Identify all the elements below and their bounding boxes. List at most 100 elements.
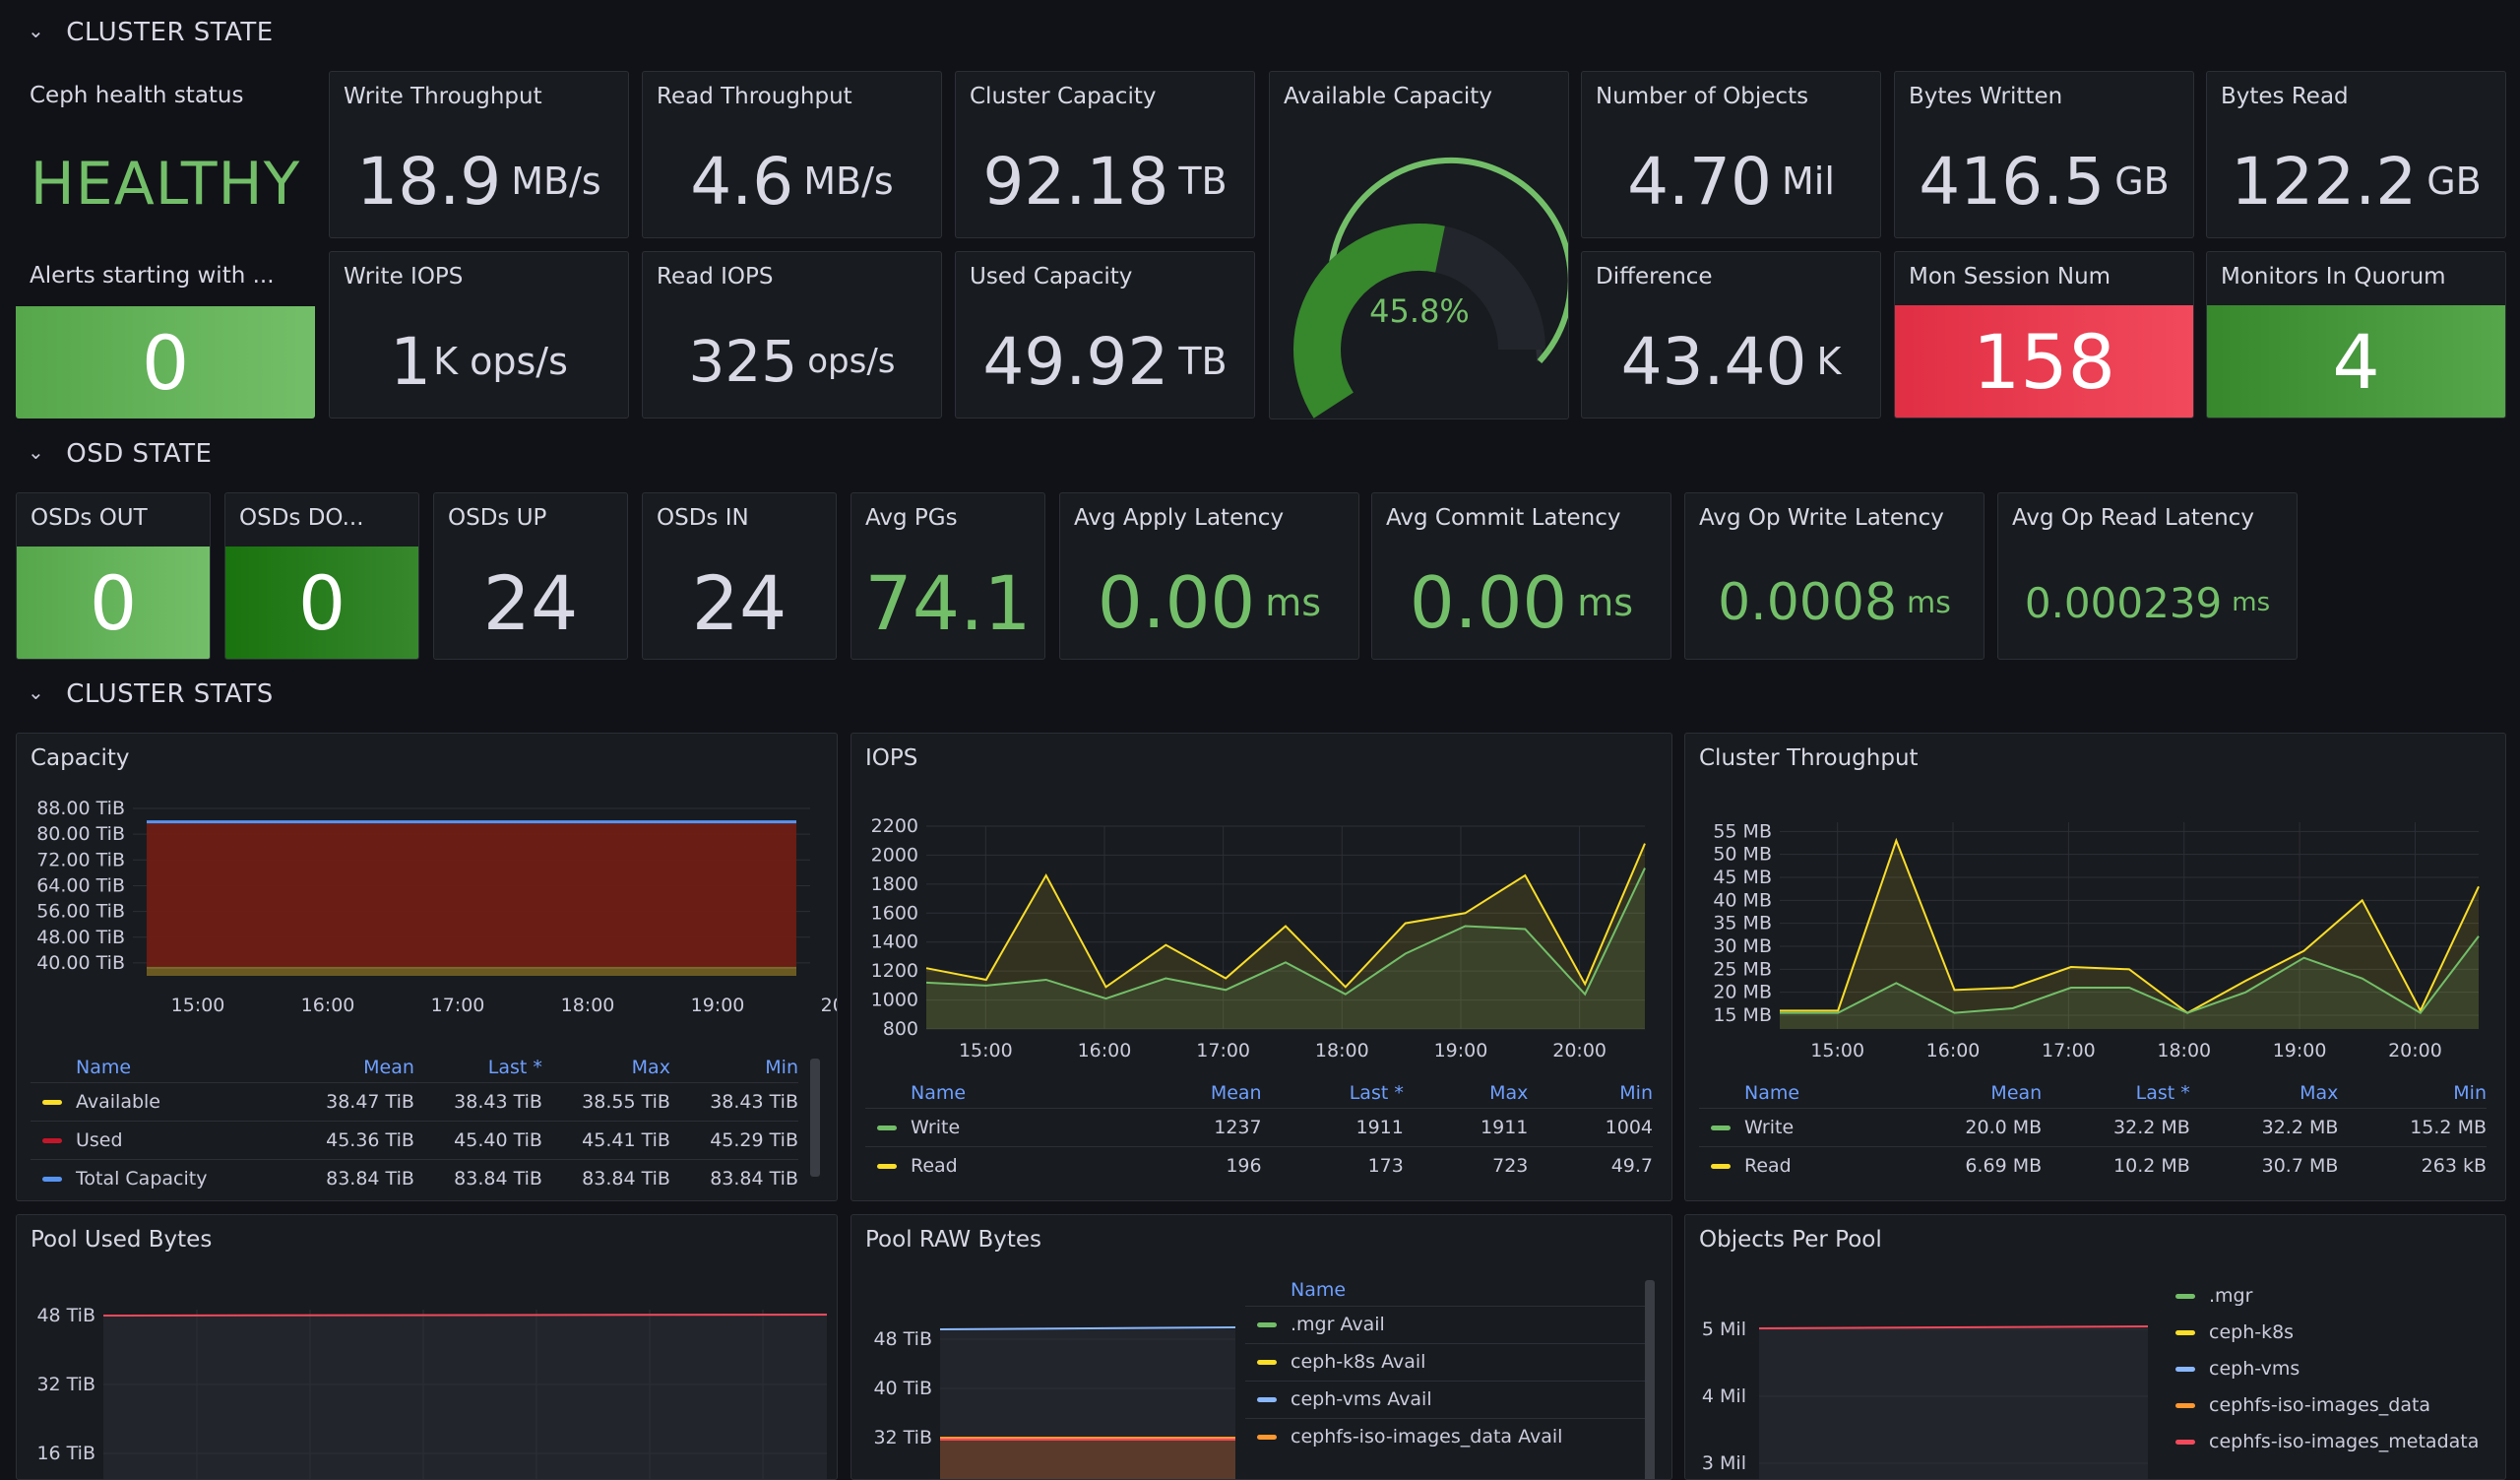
pool-raw-chart[interactable]: 48 TiB 40 TiB 32 TiB [851, 1270, 1245, 1480]
legend-header-max[interactable]: Max [2300, 1082, 2339, 1104]
legend-header-mean[interactable]: Mean [363, 1057, 414, 1078]
apply-latency-panel[interactable]: Avg Apply Latency 0.00 ms [1059, 492, 1359, 660]
row-title-label: CLUSTER STATS [66, 679, 274, 709]
commit-latency-panel[interactable]: Avg Commit Latency 0.00 ms [1371, 492, 1671, 660]
y-tick-label: 1000 [871, 990, 918, 1011]
legend-header-mean[interactable]: Mean [1990, 1082, 2043, 1104]
legend-row[interactable]: Read 6.69 MB 10.2 MB 30.7 MB 263 kB [1699, 1146, 2487, 1185]
legend-item[interactable]: ceph-k8s [2164, 1315, 2498, 1351]
legend-header-min[interactable]: Min [765, 1057, 798, 1078]
legend-value: 6.69 MB [1893, 1146, 2043, 1185]
panel-title: Available Capacity [1284, 84, 1492, 109]
y-tick-label: 35 MB [1713, 913, 1772, 934]
stat-value: 0.0008 ms [1718, 573, 1951, 632]
legend-item[interactable]: ceph-vms Avail [1245, 1381, 1649, 1418]
legend-row[interactable]: Write 20.0 MB 32.2 MB 32.2 MB 15.2 MB [1699, 1108, 2487, 1147]
health-status-panel[interactable]: Ceph health status HEALTHY [16, 71, 315, 238]
legend-swatch [877, 1164, 897, 1169]
quorum-panel[interactable]: Monitors In Quorum 4 [2206, 251, 2506, 418]
throughput-chart-panel[interactable]: Cluster Throughput 15 MB 20 MB 25 MB 30 MB 3… [1684, 733, 2506, 1201]
row-osd-state[interactable]: ⌄ OSD STATE [28, 439, 212, 469]
osds-in-panel[interactable]: OSDs IN 24 [642, 492, 837, 660]
capacity-chart-panel[interactable]: Capacity 40.00 TiB 48.00 TiB 56.00 TiB 64.0… [16, 733, 838, 1201]
legend-header-max[interactable]: Max [1489, 1082, 1529, 1104]
legend-header-last[interactable]: Last * [487, 1057, 542, 1078]
legend-header-name[interactable]: Name [1744, 1082, 1800, 1104]
svg-text:40 TiB: 40 TiB [873, 1378, 932, 1399]
row-title-label: CLUSTER STATE [66, 18, 274, 47]
stat-value: 122.2 GB [2231, 143, 2482, 220]
objects-per-pool-panel[interactable]: Objects Per Pool 5 Mil 4 Mil 3 Mil .mgr c… [1684, 1214, 2506, 1480]
used-capacity-panel[interactable]: Used Capacity 49.92 TB [955, 251, 1255, 418]
svg-text:4 Mil: 4 Mil [1702, 1385, 1746, 1407]
number-of-objects-panel[interactable]: Number of Objects 4.70 Mil [1581, 71, 1881, 238]
bytes-written-panel[interactable]: Bytes Written 416.5 GB [1894, 71, 2194, 238]
iops-chart-panel[interactable]: IOPS 800 1000 1200 1400 1600 1800 2000 2200 15:0… [850, 733, 1672, 1201]
legend-series-name: cephfs-iso-images_data Avail [1291, 1426, 1563, 1448]
svg-text:3 Mil: 3 Mil [1702, 1452, 1746, 1474]
cluster-capacity-panel[interactable]: Cluster Capacity 92.18 TB [955, 71, 1255, 238]
bytes-read-panel[interactable]: Bytes Read 122.2 GB [2206, 71, 2506, 238]
row-cluster-state[interactable]: ⌄ CLUSTER STATE [28, 18, 274, 47]
legend-series-name: ceph-k8s [2209, 1321, 2295, 1343]
osds-down-panel[interactable]: OSDs DO... 0 [224, 492, 419, 660]
difference-panel[interactable]: Difference 43.40 K [1581, 251, 1881, 418]
legend-header-min[interactable]: Min [2453, 1082, 2487, 1104]
panel-title: Number of Objects [1596, 84, 1809, 109]
legend-header-last[interactable]: Last * [1349, 1082, 1404, 1104]
stat-value: 92.18 TB [982, 143, 1228, 220]
row-cluster-stats[interactable]: ⌄ CLUSTER STATS [28, 679, 274, 709]
legend-row[interactable]: Available 38.47 TiB 38.43 TiB 38.55 TiB 38.4… [31, 1082, 798, 1122]
legend-item[interactable]: ceph-vms [2164, 1351, 2498, 1387]
legend-scrollbar[interactable] [1645, 1280, 1655, 1479]
svg-text:48 TiB: 48 TiB [36, 1305, 95, 1326]
legend-scrollbar[interactable] [810, 1059, 820, 1177]
legend-row[interactable]: Used 45.36 TiB 45.40 TiB 45.41 TiB 45.29 TiB [31, 1121, 798, 1160]
stat-value: 416.5 GB [1919, 143, 2170, 220]
panel-title: Cluster Throughput [1699, 745, 1919, 771]
legend-item[interactable]: cephfs-iso-images_data [2164, 1387, 2498, 1424]
legend-swatch [2175, 1403, 2195, 1408]
avg-pgs-panel[interactable]: Avg PGs 74.1 [850, 492, 1045, 660]
objects-pool-chart[interactable]: 5 Mil 4 Mil 3 Mil [1685, 1270, 2158, 1480]
write-throughput-panel[interactable]: Write Throughput 18.9 MB/s [329, 71, 629, 238]
osds-out-fill: 0 [17, 547, 210, 659]
legend-row[interactable]: Read 196 173 723 49.7 [865, 1146, 1653, 1185]
mon-session-panel[interactable]: Mon Session Num 158 [1894, 251, 2194, 418]
panel-title: OSDs UP [448, 505, 547, 531]
series-area-read [1780, 840, 2479, 1029]
read-throughput-panel[interactable]: Read Throughput 4.6 MB/s [642, 71, 942, 238]
legend-item[interactable]: cephfs-iso-images_data Avail [1245, 1418, 1649, 1455]
series-line-read [925, 843, 1646, 989]
legend-row[interactable]: Total Capacity 83.84 TiB 83.84 TiB 83.84 Ti… [31, 1159, 798, 1190]
read-iops-panel[interactable]: Read IOPS 325 ops/s [642, 251, 942, 418]
legend-header-name[interactable]: Name [911, 1082, 967, 1104]
legend-row[interactable]: Write 1237 1911 1911 1004 [865, 1108, 1653, 1147]
op-read-latency-panel[interactable]: Avg Op Read Latency 0.000239 ms [1997, 492, 2298, 660]
capacity-chart[interactable]: 40.00 TiB 48.00 TiB 56.00 TiB 64.00 TiB 72.0… [17, 789, 838, 1114]
legend-header-last[interactable]: Last * [2135, 1082, 2190, 1104]
pool-raw-bytes-panel[interactable]: Pool RAW Bytes 48 TiB 40 TiB 32 TiB Name… [850, 1214, 1672, 1480]
available-capacity-panel[interactable]: Available Capacity 45.8% [1269, 71, 1569, 419]
osds-up-panel[interactable]: OSDs UP 24 [433, 492, 628, 660]
series-area-available [147, 967, 796, 976]
legend-item[interactable]: cephfs-iso-images_metadata [2164, 1424, 2498, 1460]
legend-header-mean[interactable]: Mean [1210, 1082, 1262, 1104]
legend-item[interactable]: .mgr Avail [1245, 1306, 1649, 1343]
pool-used-bytes-panel[interactable]: Pool Used Bytes 48 TiB 32 TiB 16 TiB [16, 1214, 838, 1480]
pool-used-chart[interactable]: 48 TiB 32 TiB 16 TiB [17, 1270, 838, 1480]
series-area-used [147, 821, 796, 968]
iops-chart[interactable]: 800 1000 1200 1400 1600 1800 2000 2200 15:00 16:0… [851, 789, 1672, 1138]
legend-item[interactable]: .mgr [2164, 1278, 2498, 1315]
y-tick-label: 72.00 TiB [36, 849, 125, 870]
legend-header-min[interactable]: Min [1619, 1082, 1653, 1104]
op-write-latency-panel[interactable]: Avg Op Write Latency 0.0008 ms [1684, 492, 1984, 660]
legend-header-name[interactable]: Name [76, 1057, 132, 1078]
alerts-panel[interactable]: Alerts starting with ... 0 [16, 251, 315, 418]
legend-item[interactable]: ceph-k8s Avail [1245, 1343, 1649, 1381]
y-tick-label: 20 MB [1713, 982, 1772, 1003]
legend-header-max[interactable]: Max [631, 1057, 670, 1078]
osds-out-panel[interactable]: OSDs OUT 0 [16, 492, 211, 660]
